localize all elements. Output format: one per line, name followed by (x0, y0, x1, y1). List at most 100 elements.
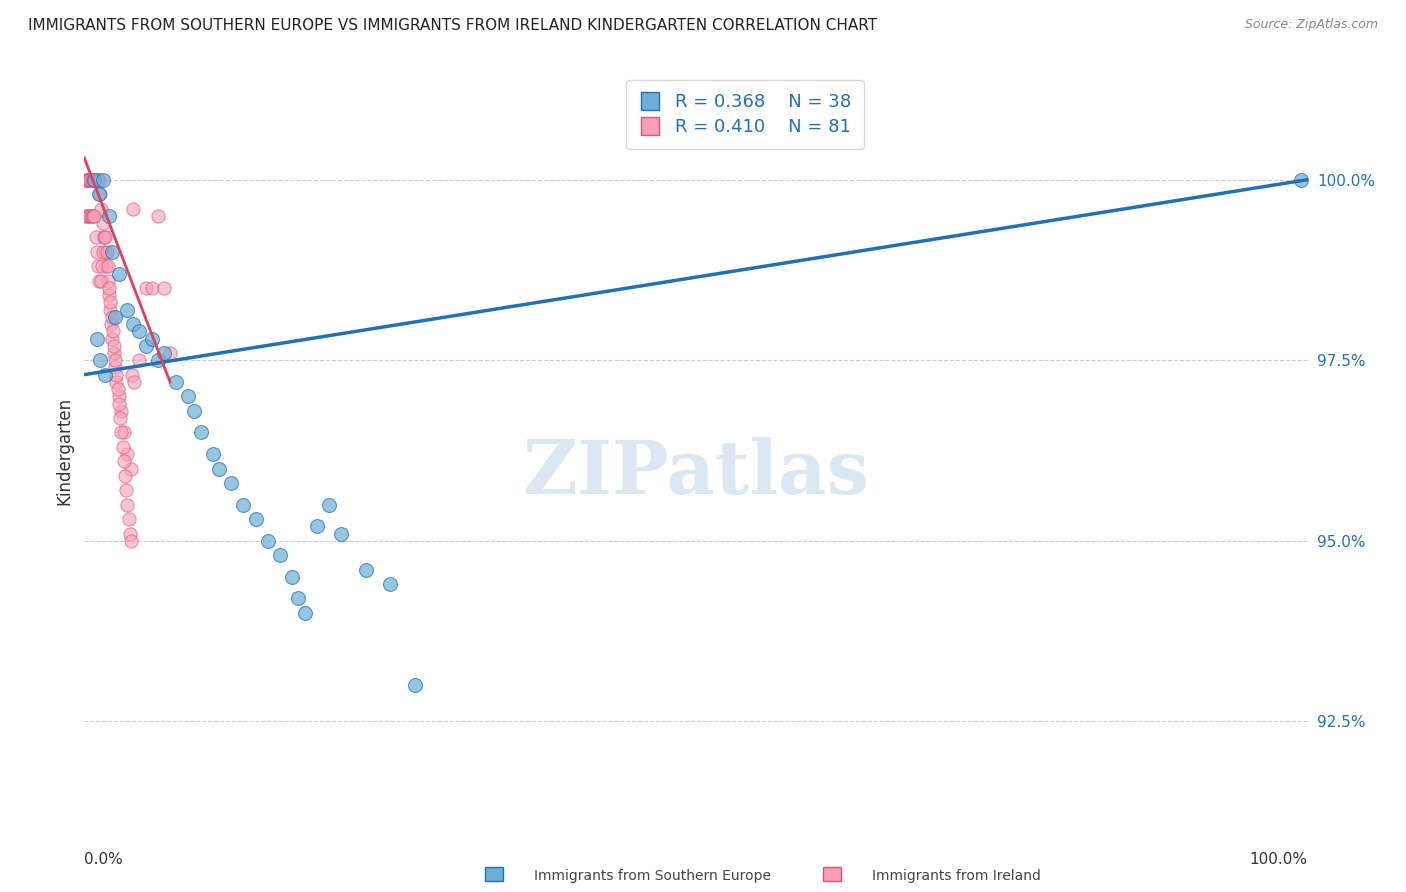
Point (96, 244, 118, 259)
Point (75, 209, 97, 223)
Legend: R = 0.368    N = 38, R = 0.410    N = 81: R = 0.368 N = 38, R = 0.410 N = 81 (626, 80, 863, 149)
Point (89, 187, 111, 202)
Point (91, 244, 114, 259)
Point (128, 353, 150, 368)
Point (104, 310, 127, 324)
Point (107, 382, 129, 396)
Point (110, 403, 132, 417)
Point (146, 353, 169, 368)
Point (97, 209, 120, 223)
Point (79, 172, 101, 186)
Point (87, 172, 110, 186)
Point (80, 172, 103, 186)
Point (76, 172, 98, 186)
Point (101, 324, 124, 338)
Point (122, 317, 145, 331)
Text: 0.0%: 0.0% (84, 853, 124, 867)
Point (93, 230, 115, 244)
Text: Immigrants from Southern Europe: Immigrants from Southern Europe (534, 869, 772, 883)
Point (112, 454, 135, 468)
Point (91, 216, 114, 230)
Point (77, 172, 100, 186)
Point (108, 396, 131, 410)
Point (190, 425, 212, 440)
Point (153, 281, 176, 295)
Point (269, 548, 291, 562)
Point (80, 209, 103, 223)
Y-axis label: Kindergarten: Kindergarten (55, 396, 73, 505)
Text: 100.0%: 100.0% (1250, 853, 1308, 867)
Text: Immigrants from Ireland: Immigrants from Ireland (872, 869, 1040, 883)
Point (121, 368, 143, 382)
Point (104, 353, 127, 368)
Point (105, 368, 128, 382)
Text: IMMIGRANTS FROM SOUTHERN EUROPE VS IMMIGRANTS FROM IRELAND KINDERGARTEN CORRELAT: IMMIGRANTS FROM SOUTHERN EUROPE VS IMMIG… (28, 18, 877, 33)
Point (318, 498, 340, 512)
Point (101, 244, 124, 259)
Point (120, 461, 142, 475)
Point (84, 172, 107, 186)
Point (90, 260, 112, 274)
Point (77, 172, 100, 186)
Point (97, 260, 120, 274)
Point (104, 360, 127, 375)
Point (115, 483, 138, 498)
Point (98, 281, 121, 295)
Point (94, 368, 117, 382)
Point (122, 202, 145, 216)
Point (108, 411, 131, 425)
Point (232, 498, 254, 512)
Point (101, 332, 124, 346)
Point (208, 461, 231, 475)
Point (100, 317, 122, 331)
Point (77, 209, 100, 223)
Point (83, 209, 105, 223)
Point (380, 577, 402, 591)
Point (87, 260, 110, 274)
Point (146, 209, 169, 223)
Point (107, 389, 129, 403)
Point (93, 230, 115, 244)
Point (122, 375, 145, 389)
Point (86, 244, 108, 259)
Point (219, 475, 242, 490)
Point (159, 346, 181, 360)
Point (75, 172, 97, 186)
Point (103, 339, 125, 353)
Point (97, 274, 120, 288)
Point (153, 346, 176, 360)
Point (245, 512, 267, 526)
Point (91, 172, 114, 186)
Point (117, 512, 139, 526)
Point (96, 260, 118, 274)
Point (83, 172, 105, 186)
Point (87, 172, 110, 186)
Point (87, 187, 110, 202)
Point (141, 332, 163, 346)
Point (79, 209, 101, 223)
Point (118, 526, 141, 541)
Point (76, 172, 98, 186)
Point (100, 310, 122, 324)
Point (287, 591, 309, 606)
Point (115, 302, 138, 317)
Point (82, 172, 104, 186)
Point (120, 533, 142, 548)
Point (90, 202, 112, 216)
Point (183, 403, 205, 417)
Point (98, 295, 121, 310)
Point (111, 440, 134, 454)
Point (117, 498, 139, 512)
Point (257, 533, 280, 548)
Point (86, 332, 108, 346)
Point (115, 447, 138, 461)
Text: ZIPatlas: ZIPatlas (523, 437, 869, 509)
Point (98, 302, 121, 317)
Point (82, 209, 104, 223)
Point (89, 274, 111, 288)
Point (112, 425, 135, 440)
Point (1291, 172, 1313, 186)
Point (75, 172, 97, 186)
Point (94, 230, 117, 244)
Text: Source: ZipAtlas.com: Source: ZipAtlas.com (1244, 18, 1378, 31)
